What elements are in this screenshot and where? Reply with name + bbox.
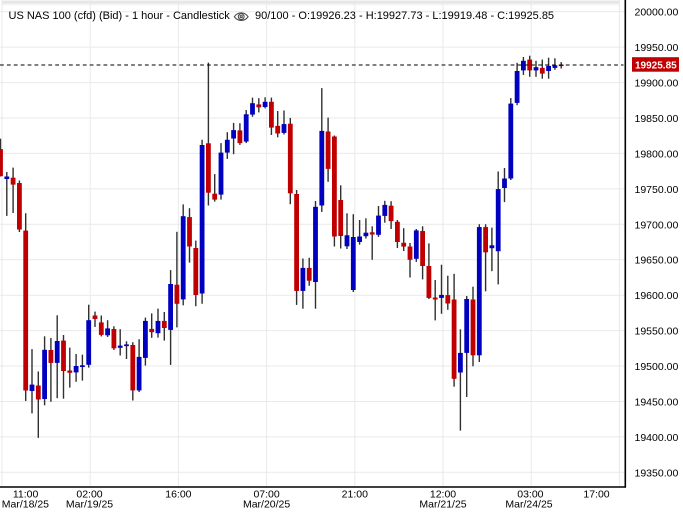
svg-text:19350.00: 19350.00: [635, 467, 679, 479]
svg-text:19700.00: 19700.00: [635, 219, 679, 231]
svg-text:07:00: 07:00: [253, 488, 279, 500]
svg-text:12:00: 12:00: [430, 488, 456, 500]
svg-text:19500.00: 19500.00: [635, 361, 679, 373]
svg-text:19900.00: 19900.00: [635, 78, 679, 90]
svg-text:19950.00: 19950.00: [635, 42, 679, 54]
svg-text:90/100 - O:19926.23 - H:19927.: 90/100 - O:19926.23 - H:19927.73 - L:199…: [255, 10, 554, 22]
svg-text:16:00: 16:00: [165, 488, 191, 500]
svg-text:20000.00: 20000.00: [635, 7, 679, 19]
svg-text:19750.00: 19750.00: [635, 184, 679, 196]
svg-text:19850.00: 19850.00: [635, 113, 679, 125]
svg-text:19550.00: 19550.00: [635, 326, 679, 338]
svg-text:03:00: 03:00: [517, 488, 543, 500]
svg-text:19650.00: 19650.00: [635, 255, 679, 267]
svg-text:Mar/20/25: Mar/20/25: [243, 499, 290, 510]
svg-text:21:00: 21:00: [342, 488, 368, 500]
svg-text:Mar/19/25: Mar/19/25: [66, 499, 113, 510]
svg-text:19600.00: 19600.00: [635, 290, 679, 302]
svg-text:19400.00: 19400.00: [635, 432, 679, 444]
svg-text:17:00: 17:00: [583, 488, 609, 500]
svg-text:Mar/21/25: Mar/21/25: [419, 499, 466, 510]
svg-text:19800.00: 19800.00: [635, 148, 679, 160]
svg-text:02:00: 02:00: [76, 488, 102, 500]
svg-text:19925.85: 19925.85: [635, 61, 677, 72]
svg-text:US NAS 100 (cfd) (Bid) - 1 hou: US NAS 100 (cfd) (Bid) - 1 hour - Candle…: [9, 10, 231, 22]
svg-text:19450.00: 19450.00: [635, 397, 679, 409]
svg-text:Mar/24/25: Mar/24/25: [505, 499, 552, 510]
svg-text:Mar/18/25: Mar/18/25: [2, 499, 49, 510]
svg-text:11:00: 11:00: [13, 488, 39, 500]
